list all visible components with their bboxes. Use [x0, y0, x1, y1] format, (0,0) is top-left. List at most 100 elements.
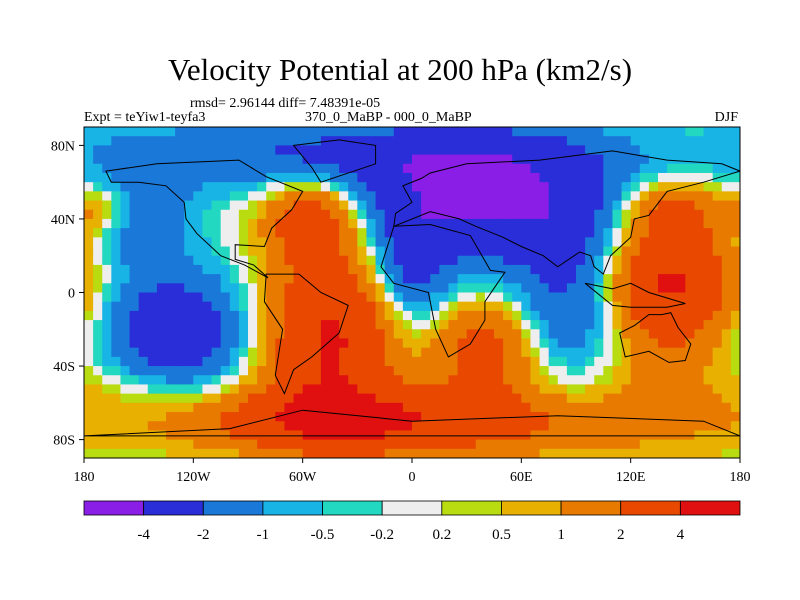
field-cell [703, 366, 714, 376]
field-cell [102, 301, 112, 312]
field-cell [721, 448, 732, 458]
field-cell [594, 338, 604, 349]
field-cell [293, 347, 304, 358]
field-cell [494, 127, 504, 137]
field-cell [220, 421, 231, 432]
field-cell [639, 329, 650, 340]
field-cell [138, 412, 149, 422]
field-cell [703, 448, 714, 458]
field-cell [193, 402, 204, 413]
field-cell [685, 393, 696, 404]
field-cell [457, 246, 468, 257]
field-cell [102, 264, 112, 275]
field-cell [393, 292, 404, 303]
field-cell [229, 228, 240, 238]
field-cell [111, 338, 122, 349]
field-cell [685, 301, 696, 312]
field-cell [93, 283, 103, 294]
field-cell [712, 145, 723, 156]
field-cell [457, 283, 468, 294]
field-cell [284, 421, 295, 432]
field-cell [156, 283, 167, 294]
field-cell [302, 329, 313, 340]
field-cell [375, 228, 386, 238]
field-cell [156, 421, 167, 432]
field-cell [466, 255, 477, 266]
field-cell [548, 292, 559, 303]
field-cell [685, 145, 696, 156]
field-cell [548, 172, 559, 183]
field-cell [111, 448, 122, 458]
field-cell [421, 329, 431, 340]
field-cell [366, 292, 377, 303]
field-cell [512, 421, 522, 432]
field-cell [658, 200, 668, 211]
field-cell [512, 228, 522, 238]
field-cell [457, 402, 468, 413]
field-cell [129, 218, 140, 229]
field-cell [293, 274, 304, 284]
field-cell [475, 255, 486, 266]
field-cell [439, 402, 450, 413]
field-cell [466, 274, 477, 284]
field-cell [293, 246, 304, 257]
field-cell [503, 283, 513, 294]
field-cell [721, 320, 732, 330]
field-cell [621, 191, 632, 202]
field-cell [503, 136, 513, 146]
field-cell [330, 329, 340, 340]
field-cell [512, 402, 522, 413]
field-cell [630, 384, 641, 395]
field-cell [147, 191, 158, 202]
field-cell [484, 375, 495, 386]
field-cell [503, 412, 513, 422]
field-cell [466, 412, 477, 422]
field-cell [166, 274, 176, 284]
field-cell [384, 136, 395, 146]
field-cell [138, 264, 149, 275]
field-cell [466, 172, 477, 183]
field-cell [229, 384, 240, 395]
field-cell [111, 145, 122, 156]
field-cell [257, 292, 267, 303]
field-cell [412, 283, 422, 294]
field-cell [503, 366, 513, 376]
field-cell [193, 356, 204, 367]
field-cell [384, 375, 395, 386]
field-cell [348, 412, 358, 422]
field-cell [548, 421, 559, 432]
field-cell [539, 366, 550, 376]
field-cell [648, 182, 659, 192]
field-cell [348, 218, 358, 229]
field-cell [475, 172, 486, 183]
field-cell [156, 338, 167, 349]
field-cell [275, 347, 286, 358]
field-cell [421, 136, 431, 146]
field-cell [484, 366, 495, 376]
field-cell [603, 191, 614, 202]
field-cell [166, 283, 176, 294]
field-cell [302, 320, 313, 330]
field-cell [238, 412, 249, 422]
field-cell [721, 402, 732, 413]
field-cell [393, 154, 404, 165]
field-cell [667, 366, 677, 376]
field-cell [129, 274, 140, 284]
field-cell [393, 320, 404, 330]
field-cell [448, 264, 459, 275]
field-cell [129, 163, 140, 174]
field-cell [658, 421, 668, 432]
field-cell [439, 448, 450, 458]
field-cell [184, 264, 194, 275]
field-cell [84, 154, 94, 165]
field-cell [257, 136, 267, 146]
field-cell [257, 182, 267, 192]
x-tick-label: 120E [616, 470, 646, 485]
field-cell [284, 182, 295, 192]
field-cell [712, 292, 723, 303]
field-cell [648, 237, 659, 248]
field-cell [156, 191, 167, 202]
field-cell [512, 255, 522, 266]
field-cell [220, 329, 231, 340]
field-cell [166, 356, 176, 367]
